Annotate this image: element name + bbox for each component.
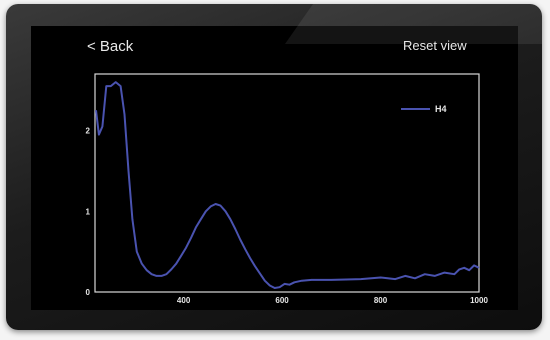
reset-view-button[interactable]: Reset view [403, 38, 467, 53]
spectrum-chart[interactable]: 400 600 800 1000 0 1 2 H4 [31, 26, 518, 310]
chart-legend: H4 [401, 104, 447, 114]
y-axis-ticks: 0 1 2 [86, 127, 91, 297]
y-tick-label: 2 [86, 127, 91, 136]
x-tick-label: 800 [374, 296, 388, 305]
x-tick-label: 1000 [470, 296, 488, 305]
legend-label-h4: H4 [435, 104, 447, 114]
y-tick-label: 1 [86, 207, 91, 216]
back-button[interactable]: < Back [87, 38, 134, 55]
device-screen: < Back Reset view 400 600 800 1000 0 1 2 H4 [31, 26, 518, 310]
y-tick-label: 0 [86, 288, 91, 297]
plot-frame [94, 73, 480, 293]
x-axis-ticks: 400 600 800 1000 [177, 296, 489, 305]
x-tick-label: 400 [177, 296, 191, 305]
series-line-h4 [95, 81, 480, 289]
x-tick-label: 600 [275, 296, 289, 305]
